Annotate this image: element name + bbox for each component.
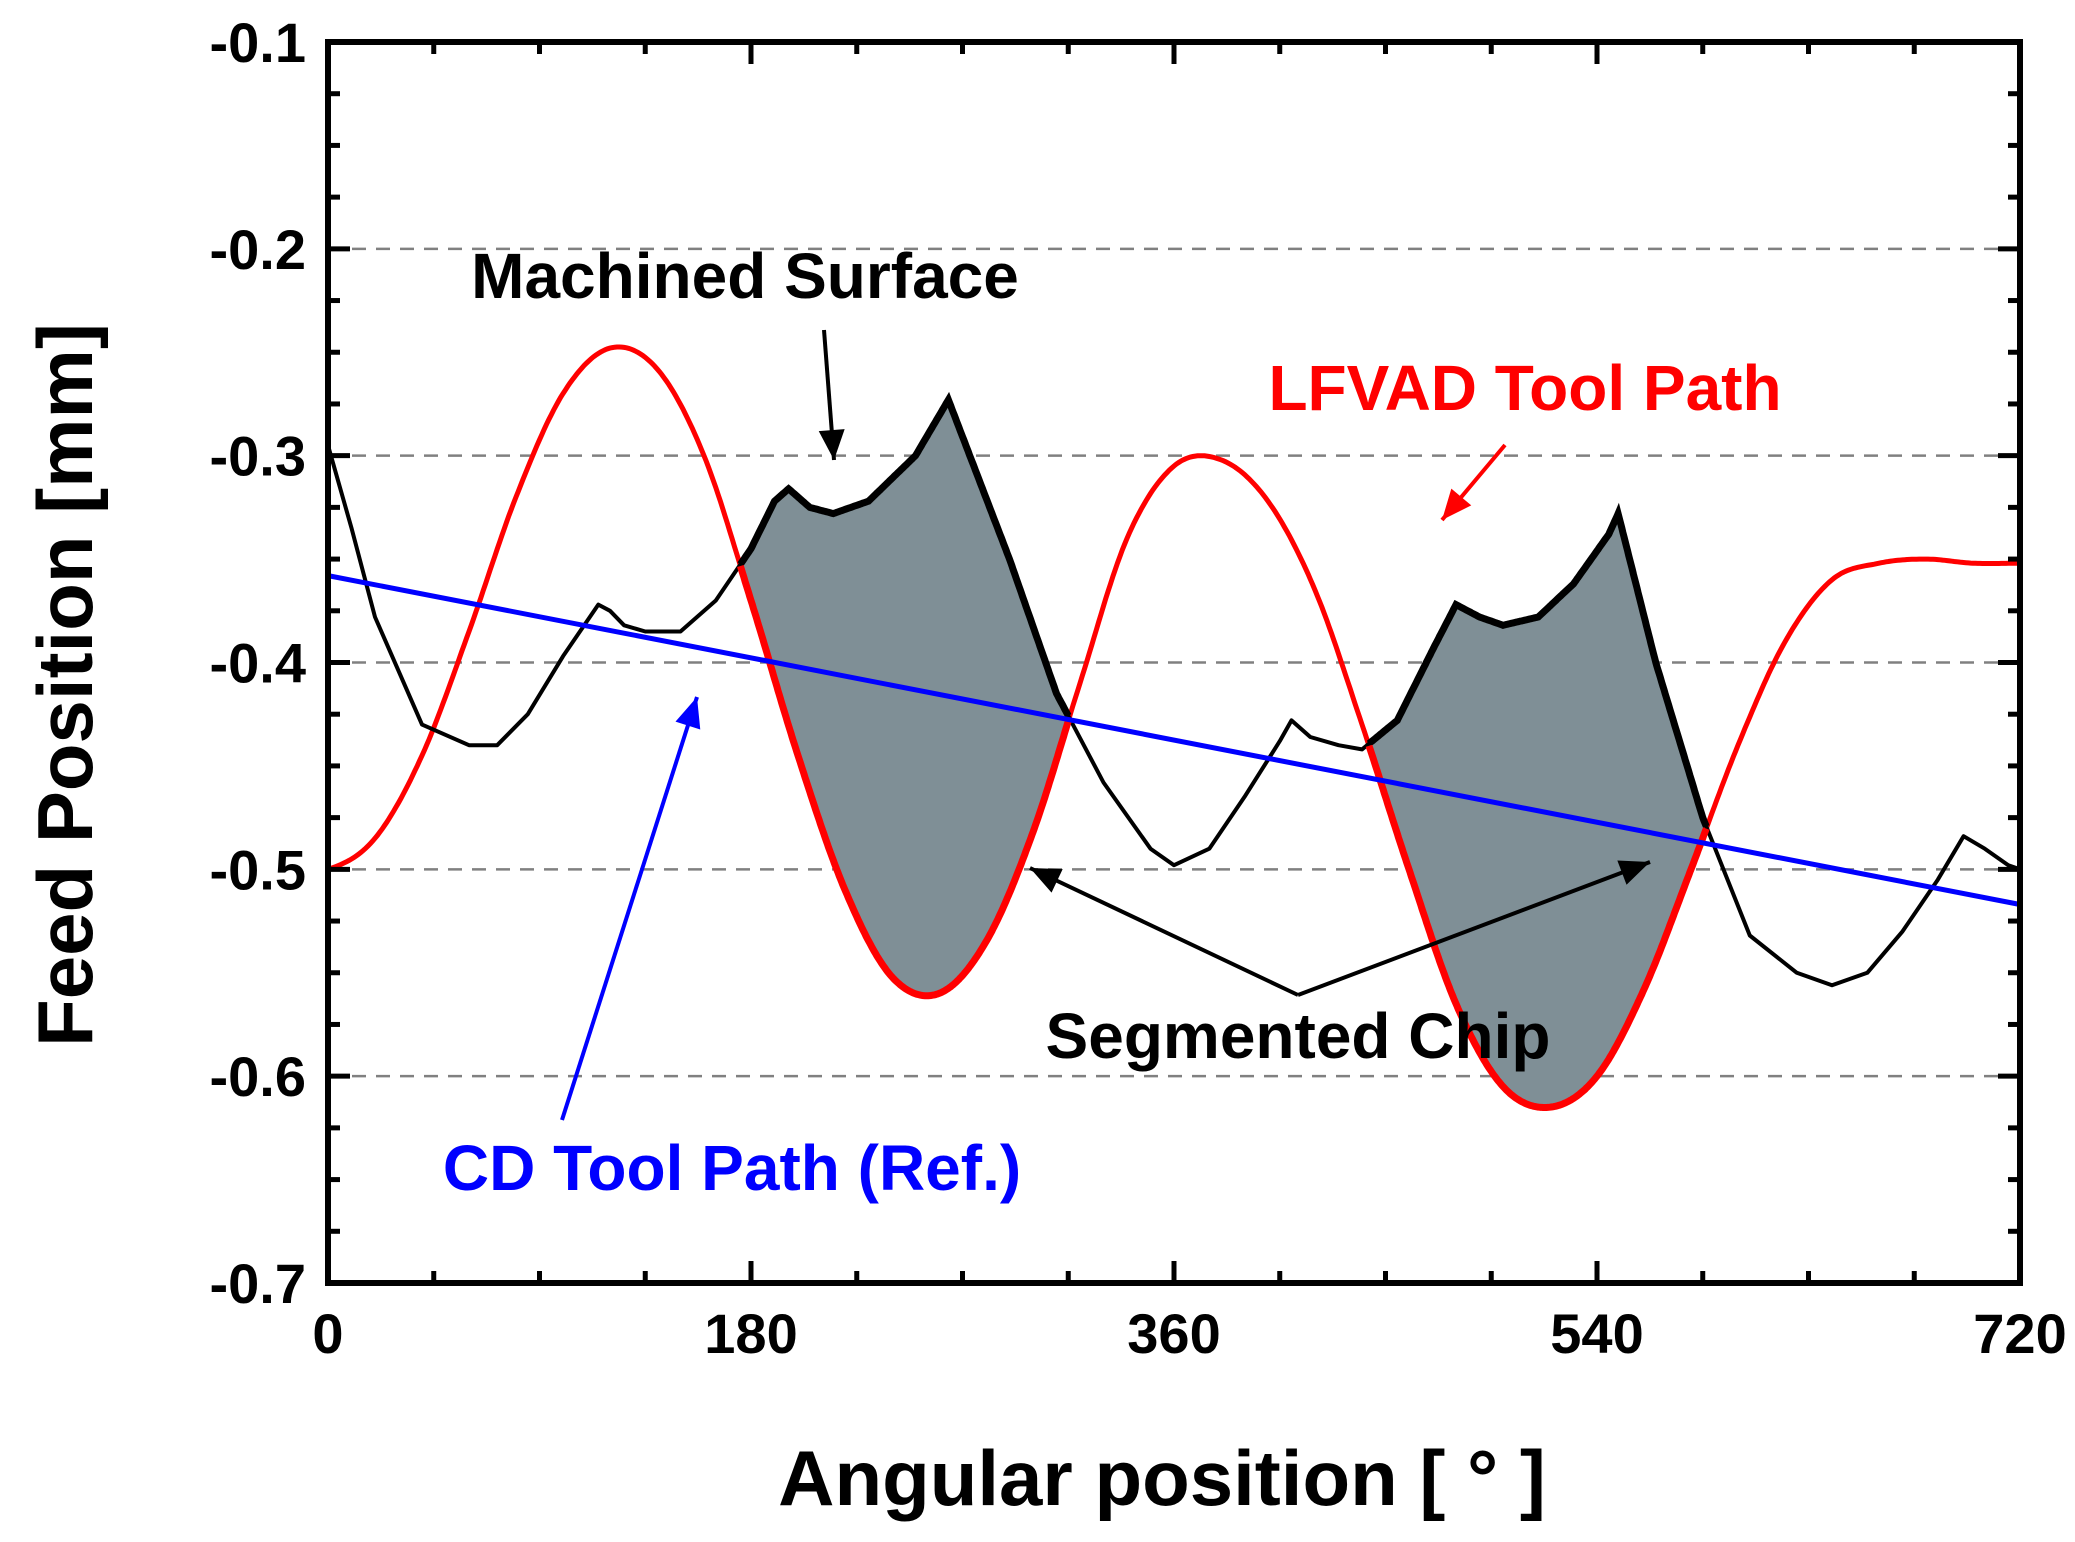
annotation-layer [560,329,1651,1121]
arrow-lfvad-head [1442,488,1472,520]
y-tick-label: -0.7 [210,1252,307,1315]
tick-layer: 0 180 360 540 720 -0.1 -0.2 -0.3 -0.4 -0.5 -0.6 -0.… [210,11,2067,1365]
arrow-machined-surface-head [818,429,845,460]
y-tick-label: -0.6 [210,1045,307,1108]
series-layer [326,344,2021,1111]
arrow-chip-left-head [1030,868,1063,893]
y-tick-label: -0.3 [210,425,307,488]
grid-layer [328,247,2020,1078]
annotation-lfvad-tool-path: LFVAD Tool Path [1268,352,1781,424]
arrow-chip-right-head [1617,860,1650,885]
chip-top-edge-2 [1366,502,1710,828]
x-tick-label: 360 [1127,1302,1220,1365]
series-cd-tool-path [327,573,2021,907]
arrow-cd-path [560,696,699,1121]
arrow-chip-right [1297,860,1651,997]
annotation-cd-tool-path: CD Tool Path (Ref.) [443,1132,1021,1204]
annotation-segmented-chip: Segmented Chip [1046,1000,1551,1072]
y-tick-label: -0.1 [210,11,307,74]
x-tick-label: 0 [312,1302,343,1365]
chip-top-edge-1 [737,391,1072,718]
segmented-chip-area-1 [740,399,1069,996]
annotation-machined-surface: Machined Surface [471,240,1019,312]
x-tick-label: 720 [1973,1302,2066,1365]
x-axis-title: Angular position [ ° ] [778,1434,1546,1522]
x-tick-label: 180 [704,1302,797,1365]
chip-bottom-edge-2 [1365,744,1710,1111]
x-tick-label: 540 [1550,1302,1643,1365]
y-tick-label: -0.2 [210,218,307,281]
series-lfvad-tool-path [327,344,2020,1110]
arrow-cd-path-head [675,697,701,730]
arrow-chip-left [1029,866,1299,997]
chip-bottom-edge-1 [737,564,1072,1000]
y-tick-label: -0.5 [210,838,307,901]
y-axis-title: Feed Position [mm] [21,323,109,1047]
y-tick-label: -0.4 [210,632,307,695]
series-machined-surface [326,397,2021,988]
